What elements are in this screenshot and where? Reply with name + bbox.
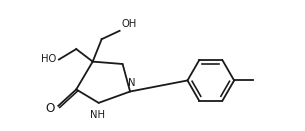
Text: NH: NH [90, 110, 105, 120]
Text: N: N [128, 78, 135, 88]
Text: OH: OH [121, 19, 137, 29]
Text: O: O [45, 102, 55, 115]
Text: HO: HO [41, 54, 56, 64]
